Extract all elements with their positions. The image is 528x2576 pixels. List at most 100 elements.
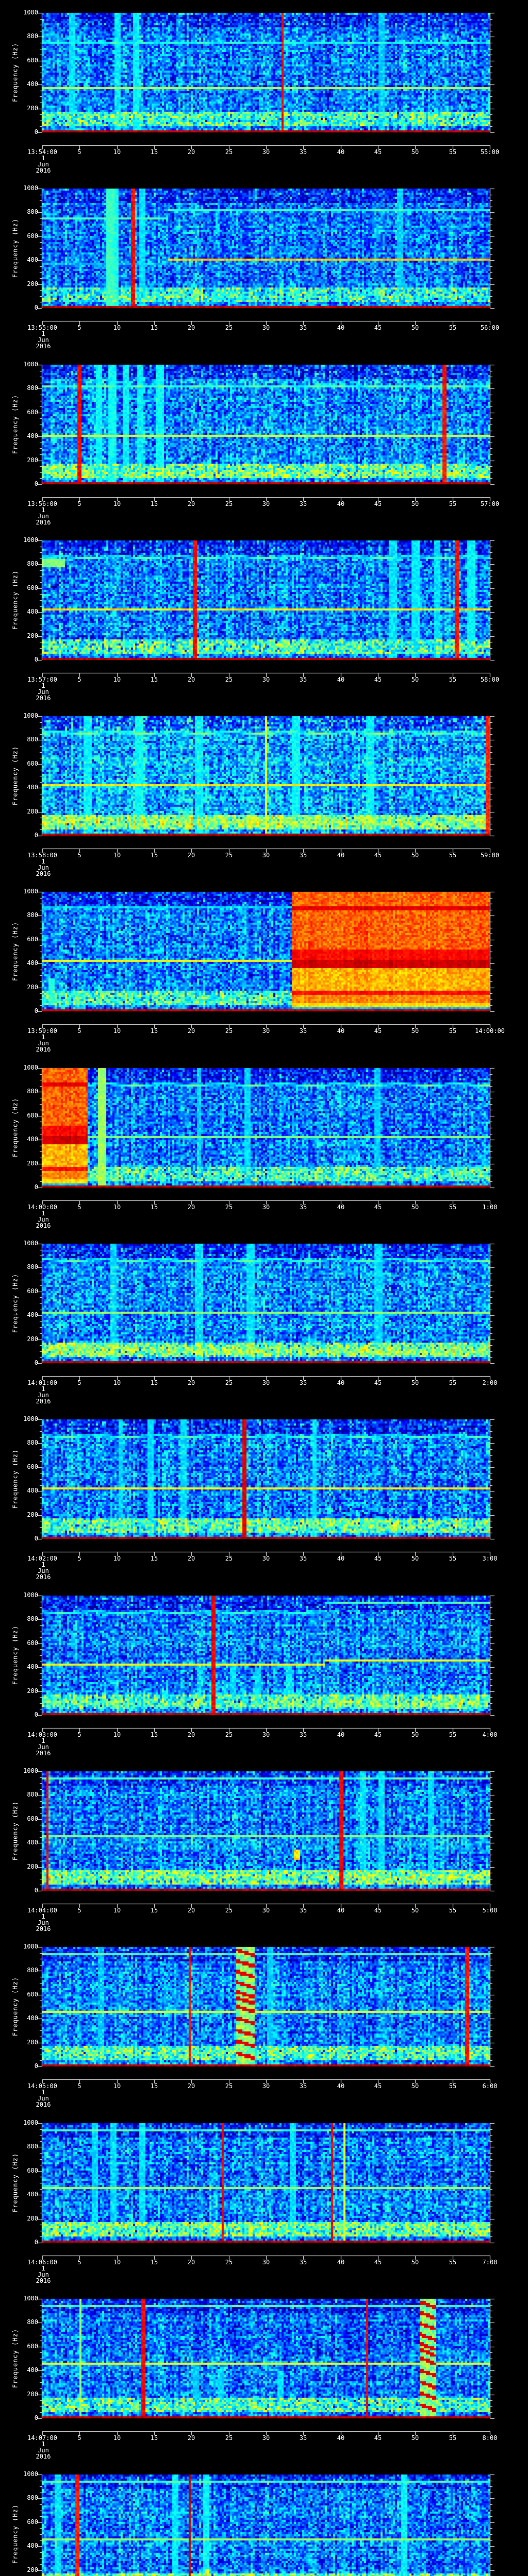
x-tick-label: 35 <box>299 676 307 683</box>
frequency-axis-title: Frequency (Hz) <box>11 1801 19 1861</box>
x-tick-label: 10 <box>113 1731 121 1738</box>
spectrogram-canvas <box>0 176 528 352</box>
x-tick-label: 10 <box>113 1204 121 1211</box>
y-tick-label: 200 <box>27 1687 38 1694</box>
date-line-2: Jun <box>38 2095 49 2102</box>
x-end-time-label: 6:00 <box>482 2082 498 2090</box>
y-tick-label: 0 <box>34 480 38 487</box>
x-tick-label: 45 <box>374 1027 382 1035</box>
y-tick-label: 600 <box>27 584 38 591</box>
x-start-time-label: 13:58:00 <box>27 852 57 859</box>
y-tick-label: 400 <box>27 2366 38 2374</box>
x-end-time-label: 58:00 <box>480 676 500 683</box>
frequency-axis-title: Frequency (Hz) <box>11 2328 19 2388</box>
date-line-3: 2016 <box>36 2101 51 2108</box>
frequency-axis-title: Frequency (Hz) <box>11 1976 19 2037</box>
x-tick-label: 20 <box>187 1555 195 1562</box>
y-tick-label: 1000 <box>23 1591 38 1599</box>
y-tick-label: 200 <box>27 2215 38 2222</box>
y-tick-label: 200 <box>27 1335 38 1343</box>
date-line-1: 1 <box>41 506 45 514</box>
x-tick-label: 5 <box>77 148 81 156</box>
x-end-time-label: 7:00 <box>482 2259 498 2266</box>
x-tick-label: 15 <box>150 324 158 331</box>
y-tick-label: 200 <box>27 984 38 991</box>
x-tick-label: 25 <box>225 2259 233 2266</box>
spectrogram-canvas <box>0 2462 528 2576</box>
y-tick-label: 200 <box>27 2566 38 2573</box>
x-tick-label: 15 <box>150 500 158 507</box>
x-tick-label: 55 <box>449 852 457 859</box>
x-tick-label: 55 <box>449 1907 457 1914</box>
y-tick-label: 0 <box>34 1887 38 1894</box>
x-tick-label: 55 <box>449 1027 457 1035</box>
x-tick-label: 30 <box>262 500 270 507</box>
x-tick-label: 25 <box>225 1204 233 1211</box>
date-line-3: 2016 <box>36 167 51 174</box>
y-tick-label: 800 <box>27 911 38 919</box>
x-tick-label: 20 <box>187 1027 195 1035</box>
x-tick-label: 35 <box>299 148 307 156</box>
date-line-1: 1 <box>41 1913 45 1920</box>
x-tick-label: 40 <box>337 676 345 683</box>
y-tick-label: 600 <box>27 1815 38 1822</box>
x-tick-label: 55 <box>449 2082 457 2090</box>
x-tick-label: 35 <box>299 2082 307 2090</box>
x-end-time-label: 8:00 <box>482 2434 498 2442</box>
y-tick-label: 1000 <box>23 361 38 368</box>
date-line-3: 2016 <box>36 1925 51 1933</box>
x-tick-label: 10 <box>113 2082 121 2090</box>
x-tick-label: 35 <box>299 1204 307 1211</box>
x-tick-label: 15 <box>150 2082 158 2090</box>
x-tick-label: 10 <box>113 148 121 156</box>
x-tick-label: 40 <box>337 1379 345 1386</box>
spectrogram-canvas <box>0 1231 528 1407</box>
date-line-1: 1 <box>41 682 45 689</box>
x-tick-label: 10 <box>113 2434 121 2442</box>
x-tick-label: 20 <box>187 148 195 156</box>
x-tick-label: 30 <box>262 676 270 683</box>
x-tick-label: 15 <box>150 148 158 156</box>
x-start-time-label: 13:54:00 <box>27 148 57 156</box>
date-line-3: 2016 <box>36 1573 51 1581</box>
x-tick-label: 50 <box>411 2082 419 2090</box>
x-tick-label: 35 <box>299 2259 307 2266</box>
x-tick-label: 5 <box>77 500 81 507</box>
x-tick-label: 50 <box>411 1379 419 1386</box>
date-line-3: 2016 <box>36 870 51 877</box>
x-tick-label: 40 <box>337 1204 345 1211</box>
x-tick-label: 20 <box>187 852 195 859</box>
x-end-time-label: 59:00 <box>480 852 500 859</box>
x-tick-label: 15 <box>150 2259 158 2266</box>
x-tick-label: 30 <box>262 148 270 156</box>
x-tick-label: 40 <box>337 324 345 331</box>
x-tick-label: 55 <box>449 1555 457 1562</box>
y-tick-label: 400 <box>27 1487 38 1494</box>
x-tick-label: 15 <box>150 2434 158 2442</box>
y-tick-label: 800 <box>27 1439 38 1446</box>
x-tick-label: 40 <box>337 2259 345 2266</box>
x-start-time-label: 13:59:00 <box>27 1027 57 1035</box>
y-tick-label: 200 <box>27 2391 38 2398</box>
y-tick-label: 600 <box>27 1463 38 1470</box>
frequency-axis-title: Frequency (Hz) <box>11 1449 19 1509</box>
frequency-axis-title: Frequency (Hz) <box>11 42 19 103</box>
y-tick-label: 400 <box>27 2191 38 2198</box>
y-tick-label: 0 <box>34 1711 38 1718</box>
y-tick-label: 0 <box>34 2414 38 2421</box>
date-line-2: Jun <box>38 1040 49 1047</box>
x-start-time-label: 13:56:00 <box>27 500 57 507</box>
y-tick-label: 0 <box>34 656 38 663</box>
x-tick-label: 30 <box>262 852 270 859</box>
date-line-1: 1 <box>41 1561 45 1568</box>
y-tick-label: 1000 <box>23 9 38 16</box>
x-tick-label: 5 <box>77 1555 81 1562</box>
spectrogram-panel-6: Frequency (Hz) 0 200 400 600 800 1000 13:59:00 5… <box>0 879 528 1055</box>
date-line-1: 1 <box>41 330 45 337</box>
date-line-1: 1 <box>41 858 45 865</box>
x-tick-label: 45 <box>374 1555 382 1562</box>
x-tick-label: 25 <box>225 1379 233 1386</box>
spectrogram-panel-14: Frequency (Hz) 0 200 400 600 800 1000 14:07:00 5… <box>0 2286 528 2462</box>
y-tick-label: 800 <box>27 384 38 392</box>
y-tick-label: 1000 <box>23 1943 38 1950</box>
